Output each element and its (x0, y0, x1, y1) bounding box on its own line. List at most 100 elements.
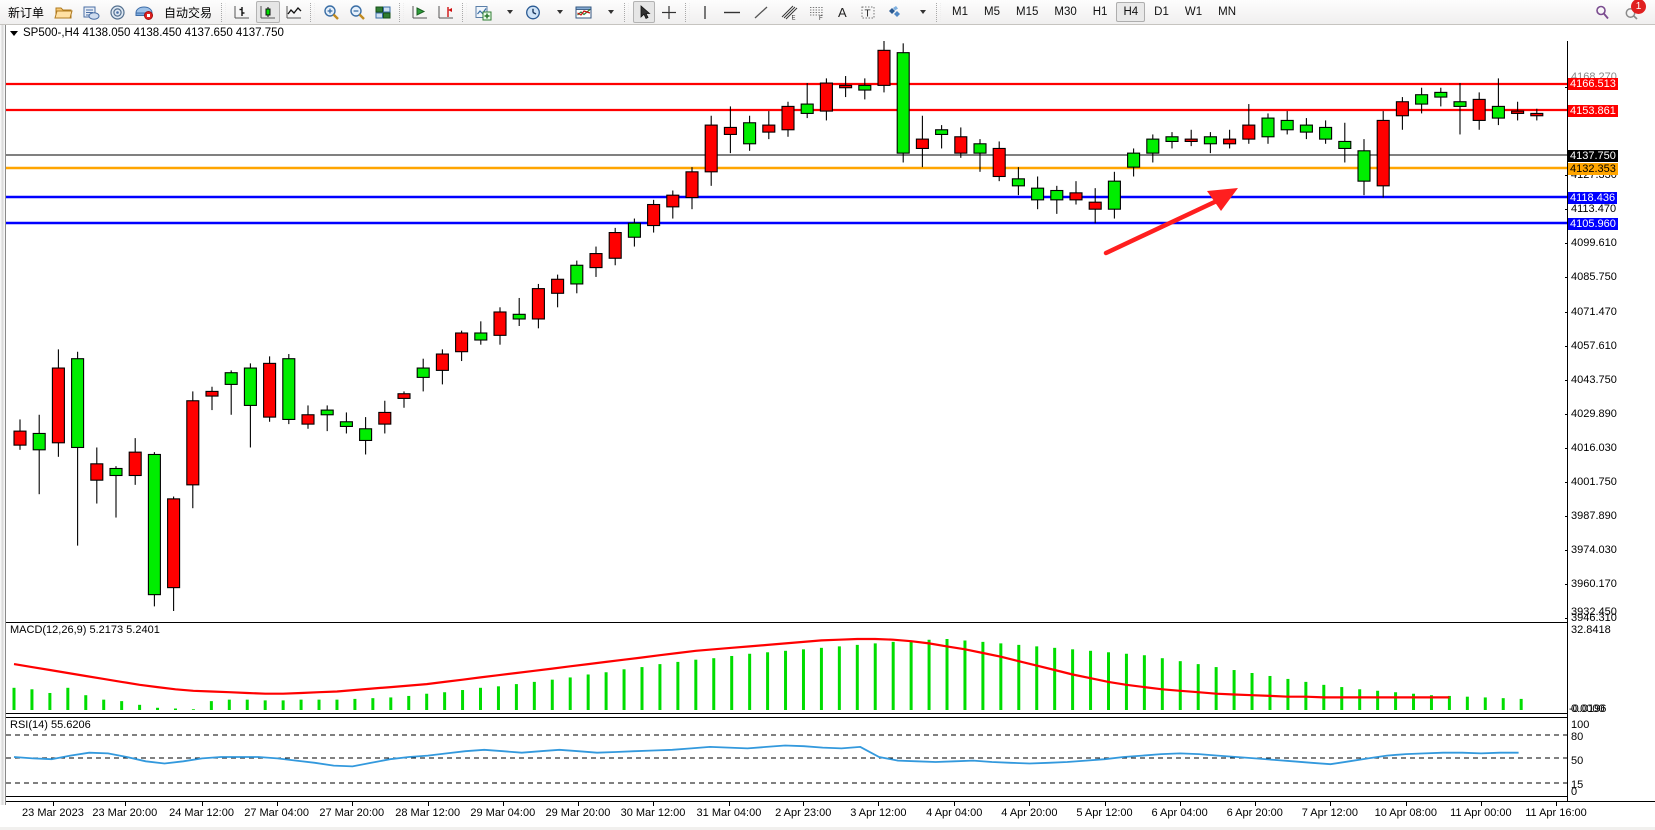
bullish-trend-arrow (1103, 188, 1238, 256)
price-label-resistance-1: 4153.861 (1568, 105, 1618, 117)
objects-icon[interactable] (882, 1, 908, 23)
price-label-support-2: 4105.960 (1568, 218, 1618, 230)
svg-text:F: F (819, 16, 823, 21)
time-label: 6 Apr 20:00 (1226, 807, 1283, 819)
chart-menu-caret-icon[interactable] (10, 30, 18, 36)
timeframe-m15[interactable]: M15 (1016, 6, 1039, 18)
svg-text:A: A (838, 5, 847, 20)
notifications-icon[interactable]: 1 (1621, 0, 1646, 23)
line-chart-icon[interactable] (282, 1, 306, 23)
templates-dropdown-icon[interactable] (598, 1, 620, 23)
notification-badge: 1 (1631, 0, 1646, 14)
new-order-button[interactable]: 新订单 (3, 1, 49, 23)
zoom-in-icon[interactable] (319, 1, 343, 23)
chart-window[interactable]: SP500-,H4 4138.050 4138.450 4137.650 413… (0, 25, 1655, 830)
price-label-current-price: 4137.750 (1568, 150, 1618, 162)
time-tick (1405, 802, 1407, 806)
price-tick: 4085.750 (1571, 271, 1617, 283)
price-scale[interactable]: 4141.190 4127.330 4113.470 4099.610 4085… (1565, 41, 1655, 805)
price-tick: 4001.750 (1571, 476, 1617, 488)
navigator-icon[interactable] (105, 1, 130, 23)
timeframe-mn[interactable]: MN (1218, 6, 1236, 18)
horizontal-line-icon[interactable] (718, 1, 746, 23)
time-tick (502, 802, 504, 806)
toolbar-separator (936, 2, 942, 22)
price-scale-tick (1565, 584, 1568, 585)
indicators-dropdown-icon[interactable] (497, 1, 519, 23)
price-scale-tick (1565, 380, 1568, 381)
price-tick: 3946.310 (1571, 612, 1617, 624)
timeframe-h4[interactable]: H4 (1116, 2, 1146, 22)
rsi-pane[interactable]: RSI(14) 55.6206 (6, 717, 1567, 797)
rsi-scale-50: 50 (1571, 755, 1584, 767)
macd-svg (12, 637, 1523, 710)
cursor-icon[interactable] (633, 1, 656, 23)
crosshair-icon[interactable] (657, 1, 681, 23)
vertical-line-icon[interactable] (694, 1, 716, 23)
fibonacci-icon[interactable]: F (804, 1, 830, 23)
toolbar-separator (624, 2, 630, 22)
time-label: 6 Apr 04:00 (1151, 807, 1208, 819)
periods-dropdown-icon[interactable] (547, 1, 569, 23)
timeframe-m1[interactable]: M1 (952, 6, 969, 18)
timeframe-w1[interactable]: W1 (1184, 6, 1203, 18)
candlestick-series (13, 41, 1544, 611)
price-tick: 4043.750 (1571, 374, 1617, 386)
price-chart-pane[interactable] (6, 41, 1567, 618)
time-tick (1104, 802, 1106, 806)
time-label: 3 Apr 12:00 (850, 807, 907, 819)
macd-histogram (12, 638, 1523, 710)
search-icon[interactable] (1591, 1, 1614, 23)
rsi-label: RSI(14) 55.6206 (10, 719, 94, 731)
periods-icon[interactable] (521, 1, 545, 23)
auto-scroll-icon[interactable] (408, 1, 432, 23)
price-chart-svg (6, 41, 1567, 611)
timeframe-m5[interactable]: M5 (984, 6, 1000, 18)
zoom-out-icon[interactable] (345, 1, 369, 23)
svg-text:T: T (865, 8, 871, 19)
price-tick: 4057.610 (1571, 340, 1617, 352)
templates-icon[interactable] (571, 1, 596, 23)
timeframe-m30[interactable]: M30 (1054, 6, 1077, 18)
macd-pane[interactable]: MACD(12,26,9) 5.2173 5.2401 (6, 622, 1567, 714)
chart-shift-icon[interactable] (434, 1, 458, 23)
time-tick (1480, 802, 1482, 806)
trendline-icon[interactable] (748, 1, 774, 23)
time-label: 5 Apr 12:00 (1076, 807, 1133, 819)
rsi-scale-0: 0 (1571, 786, 1578, 798)
price-scale-tick (1565, 516, 1568, 517)
objects-dropdown-icon[interactable] (910, 1, 932, 23)
autotrading-button[interactable]: 自动交易 (159, 1, 217, 23)
chart-vertical-scrollbar[interactable] (0, 25, 6, 805)
time-label: 11 Apr 16:00 (1525, 807, 1587, 819)
price-label-resistance-2: 4166.513 (1568, 78, 1618, 90)
time-tick (878, 802, 880, 806)
timeframe-d1[interactable]: D1 (1154, 6, 1169, 18)
autotrading-icon[interactable] (132, 1, 157, 23)
time-label: 24 Mar 12:00 (169, 807, 234, 819)
price-scale-tick (1565, 209, 1568, 210)
indicators-icon[interactable] (471, 1, 495, 23)
price-scale-tick (1565, 482, 1568, 483)
time-tick (803, 802, 805, 806)
market-watch-icon[interactable] (78, 1, 103, 23)
toolbar-separator (462, 2, 468, 22)
symbol-ohlc-label: SP500-,H4 4138.050 4138.450 4137.650 413… (23, 27, 284, 39)
time-label: 23 Mar 2023 (22, 807, 84, 819)
status-strip (0, 827, 1655, 830)
candlestick-chart-icon[interactable] (256, 1, 281, 23)
price-scale-tick (1565, 312, 1568, 313)
autotrading-label: 自动交易 (164, 5, 213, 20)
time-tick (52, 802, 54, 806)
folder-icon[interactable] (51, 1, 76, 23)
price-label-support-1: 4118.436 (1568, 192, 1618, 204)
tile-windows-icon[interactable] (371, 1, 395, 23)
main-toolbar: 新订单 自动交易 (0, 0, 1655, 25)
timeframe-h1[interactable]: H1 (1092, 6, 1108, 18)
text-icon[interactable]: A (832, 1, 854, 23)
text-label-icon[interactable]: T (856, 1, 880, 23)
price-scale-tick (1565, 618, 1568, 619)
equidistant-channel-icon[interactable]: E (776, 1, 802, 23)
time-scale[interactable]: 23 Mar 2023 23 Mar 20:00 24 Mar 12:00 27 Ma… (6, 801, 1655, 827)
bar-chart-icon[interactable] (230, 1, 254, 23)
